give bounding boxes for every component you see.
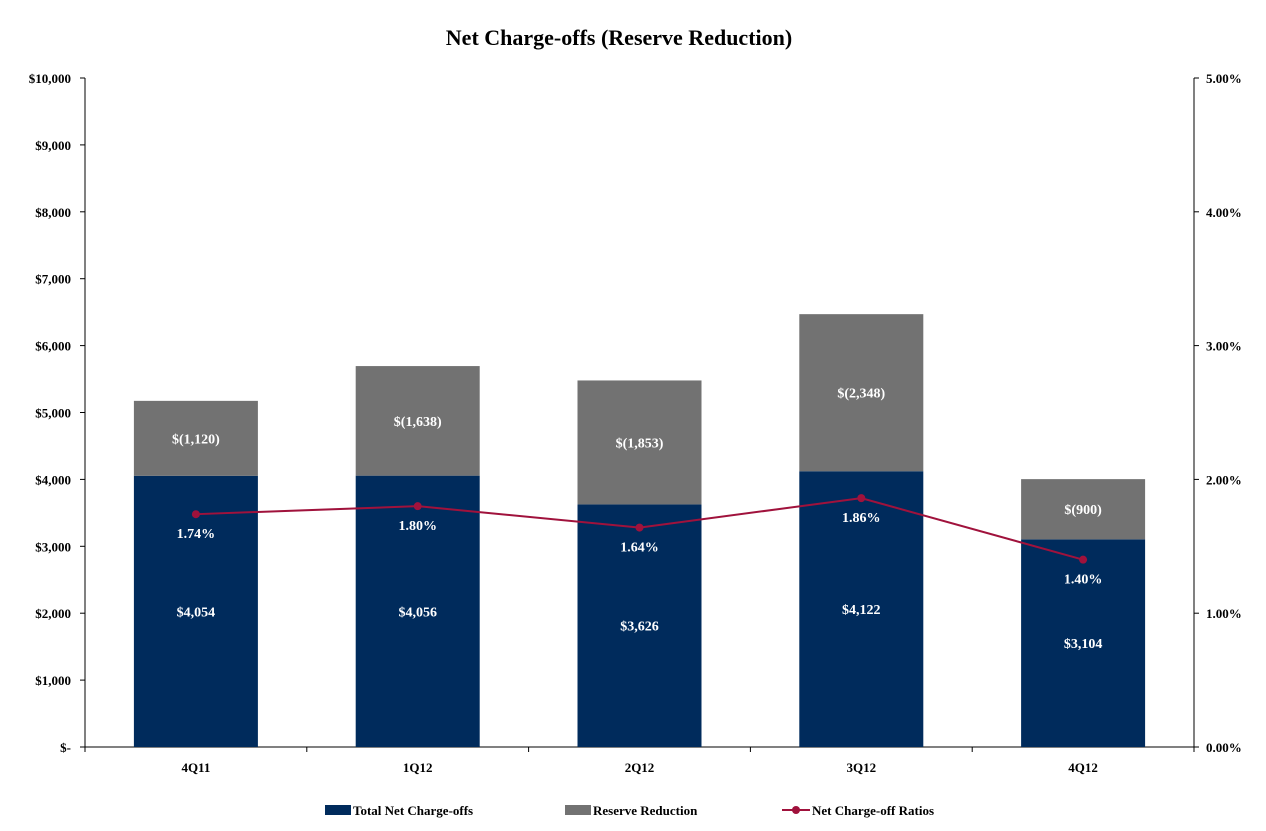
y-left-tick-label: $3,000 bbox=[35, 539, 71, 554]
bar-reserve-reduction bbox=[577, 380, 702, 505]
data-label-reserve-reduction: $(1,120) bbox=[172, 432, 220, 447]
y-left-tick-label: $2,000 bbox=[35, 606, 71, 621]
y-left-tick-label: $4,000 bbox=[35, 472, 71, 487]
bar-reserve-reduction bbox=[799, 314, 924, 472]
chart-title: Net Charge-offs (Reserve Reduction) bbox=[446, 25, 792, 50]
y-right-tick-label: 4.00% bbox=[1206, 205, 1242, 220]
bar-total-net-charge-offs bbox=[577, 504, 702, 747]
y-left-tick-label: $10,000 bbox=[29, 71, 71, 86]
axes: $- $1,000 $2,000 $3,000 $4,000 $5,000 $6,000 $7… bbox=[29, 71, 1242, 775]
y-right-tick-label: 1.00% bbox=[1206, 606, 1242, 621]
legend-label-net-charge-off-ratios: Net Charge-off Ratios bbox=[812, 803, 934, 818]
y-left-tick-label: $6,000 bbox=[35, 339, 71, 354]
legend: Total Net Charge-offs Reserve Reduction Ne… bbox=[325, 803, 934, 818]
y-left-tick-label: $5,000 bbox=[35, 406, 71, 421]
x-tick-label: 1Q12 bbox=[403, 760, 433, 775]
bar-reserve-reduction bbox=[1021, 479, 1146, 540]
legend-label-total-net-charge-offs: Total Net Charge-offs bbox=[353, 803, 473, 818]
bar-total-net-charge-offs bbox=[799, 471, 924, 747]
y-right-tick-label: 5.00% bbox=[1206, 71, 1242, 86]
y-left-tick-label: $8,000 bbox=[35, 205, 71, 220]
x-tick-label: 2Q12 bbox=[625, 760, 655, 775]
legend-label-reserve-reduction: Reserve Reduction bbox=[593, 803, 698, 818]
legend-swatch-reserve-reduction bbox=[565, 805, 591, 815]
data-label-net-charge-offs: $4,056 bbox=[398, 605, 437, 620]
bar-total-net-charge-offs bbox=[1021, 539, 1146, 747]
data-label-ratio: 1.86% bbox=[842, 511, 881, 526]
data-label-reserve-reduction: $(1,638) bbox=[394, 415, 442, 430]
bar-total-net-charge-offs bbox=[133, 475, 258, 747]
x-tick-label: 3Q12 bbox=[846, 760, 876, 775]
data-label-ratio: 1.74% bbox=[177, 527, 216, 542]
y-right-tick-label: 0.00% bbox=[1206, 740, 1242, 755]
y-left-tick-label: $7,000 bbox=[35, 272, 71, 287]
ratio-line bbox=[191, 494, 1088, 564]
data-label-net-charge-offs: $3,626 bbox=[620, 620, 659, 635]
x-tick-label: 4Q11 bbox=[181, 760, 210, 775]
y-right-tick-label: 3.00% bbox=[1206, 339, 1242, 354]
bar-reserve-reduction bbox=[355, 366, 480, 476]
x-tick-label: 4Q12 bbox=[1068, 760, 1098, 775]
ratio-point bbox=[413, 502, 422, 511]
bar-reserve-reduction bbox=[133, 400, 258, 476]
data-label-ratio: 1.64% bbox=[620, 541, 659, 556]
y-left-tick-label: $9,000 bbox=[35, 138, 71, 153]
data-label-ratio: 1.80% bbox=[398, 519, 437, 534]
legend-swatch-total-net-charge-offs bbox=[325, 805, 351, 815]
ratio-point bbox=[857, 494, 866, 503]
data-label-net-charge-offs: $4,054 bbox=[177, 605, 216, 620]
y-left-tick-label: $- bbox=[60, 740, 71, 755]
ratio-point bbox=[635, 523, 644, 532]
data-label-reserve-reduction: $(1,853) bbox=[616, 436, 664, 451]
y-left-tick-label: $1,000 bbox=[35, 673, 71, 688]
bar-total-net-charge-offs bbox=[355, 475, 480, 747]
data-labels: $4,054 $(1,120) $4,056 $(1,638) $3,626 $(1,85… bbox=[172, 387, 1102, 652]
ratio-point bbox=[1079, 555, 1088, 564]
bars bbox=[133, 314, 1146, 747]
data-label-net-charge-offs: $3,104 bbox=[1064, 637, 1103, 652]
y-right-tick-label: 2.00% bbox=[1206, 472, 1242, 487]
legend-marker-net-charge-off-ratios bbox=[792, 806, 800, 814]
data-label-ratio: 1.40% bbox=[1064, 573, 1103, 588]
data-label-reserve-reduction: $(900) bbox=[1064, 503, 1102, 518]
data-label-net-charge-offs: $4,122 bbox=[842, 603, 881, 618]
ratio-point bbox=[191, 510, 200, 519]
data-label-reserve-reduction: $(2,348) bbox=[837, 387, 885, 402]
